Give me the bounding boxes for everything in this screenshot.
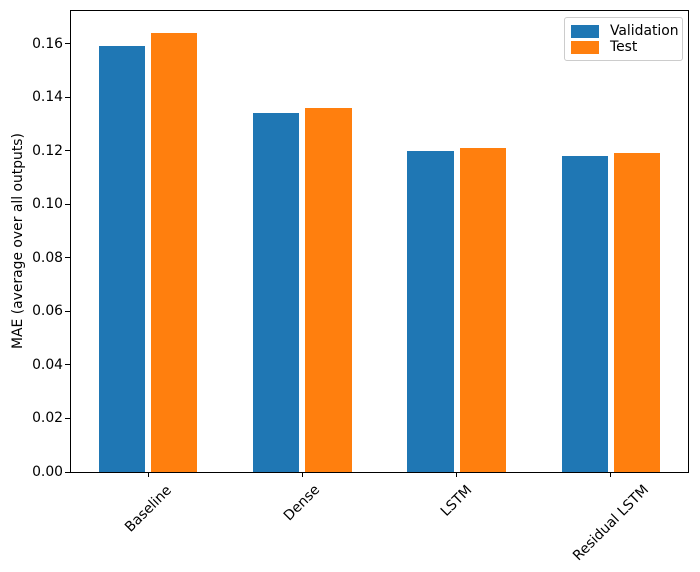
y-tick-label: 0.04 (32, 356, 63, 373)
legend-item-validation: Validation (571, 23, 679, 39)
legend: Validation Test (564, 17, 683, 61)
y-tick-label: 0.16 (32, 35, 63, 52)
y-tick-label: 0.00 (32, 464, 63, 480)
legend-label-validation: Validation (610, 23, 679, 39)
y-tick-label: 0.14 (32, 89, 63, 106)
y-axis-label: MAE (average over all outputs) (10, 133, 26, 349)
legend-swatch-test (571, 40, 599, 54)
x-tick-label-lstm: LSTM (437, 481, 476, 520)
y-tick-label: 0.02 (32, 410, 63, 427)
x-tick-label-residual-lstm: Residual LSTM (569, 481, 652, 565)
legend-item-test: Test (571, 39, 676, 55)
x-tick-label-baseline: Baseline (121, 482, 175, 535)
legend-swatch-validation (571, 24, 599, 38)
plot-frame (70, 10, 689, 473)
legend-label-test: Test (610, 39, 638, 55)
x-tick-label-dense: Dense (281, 482, 324, 525)
